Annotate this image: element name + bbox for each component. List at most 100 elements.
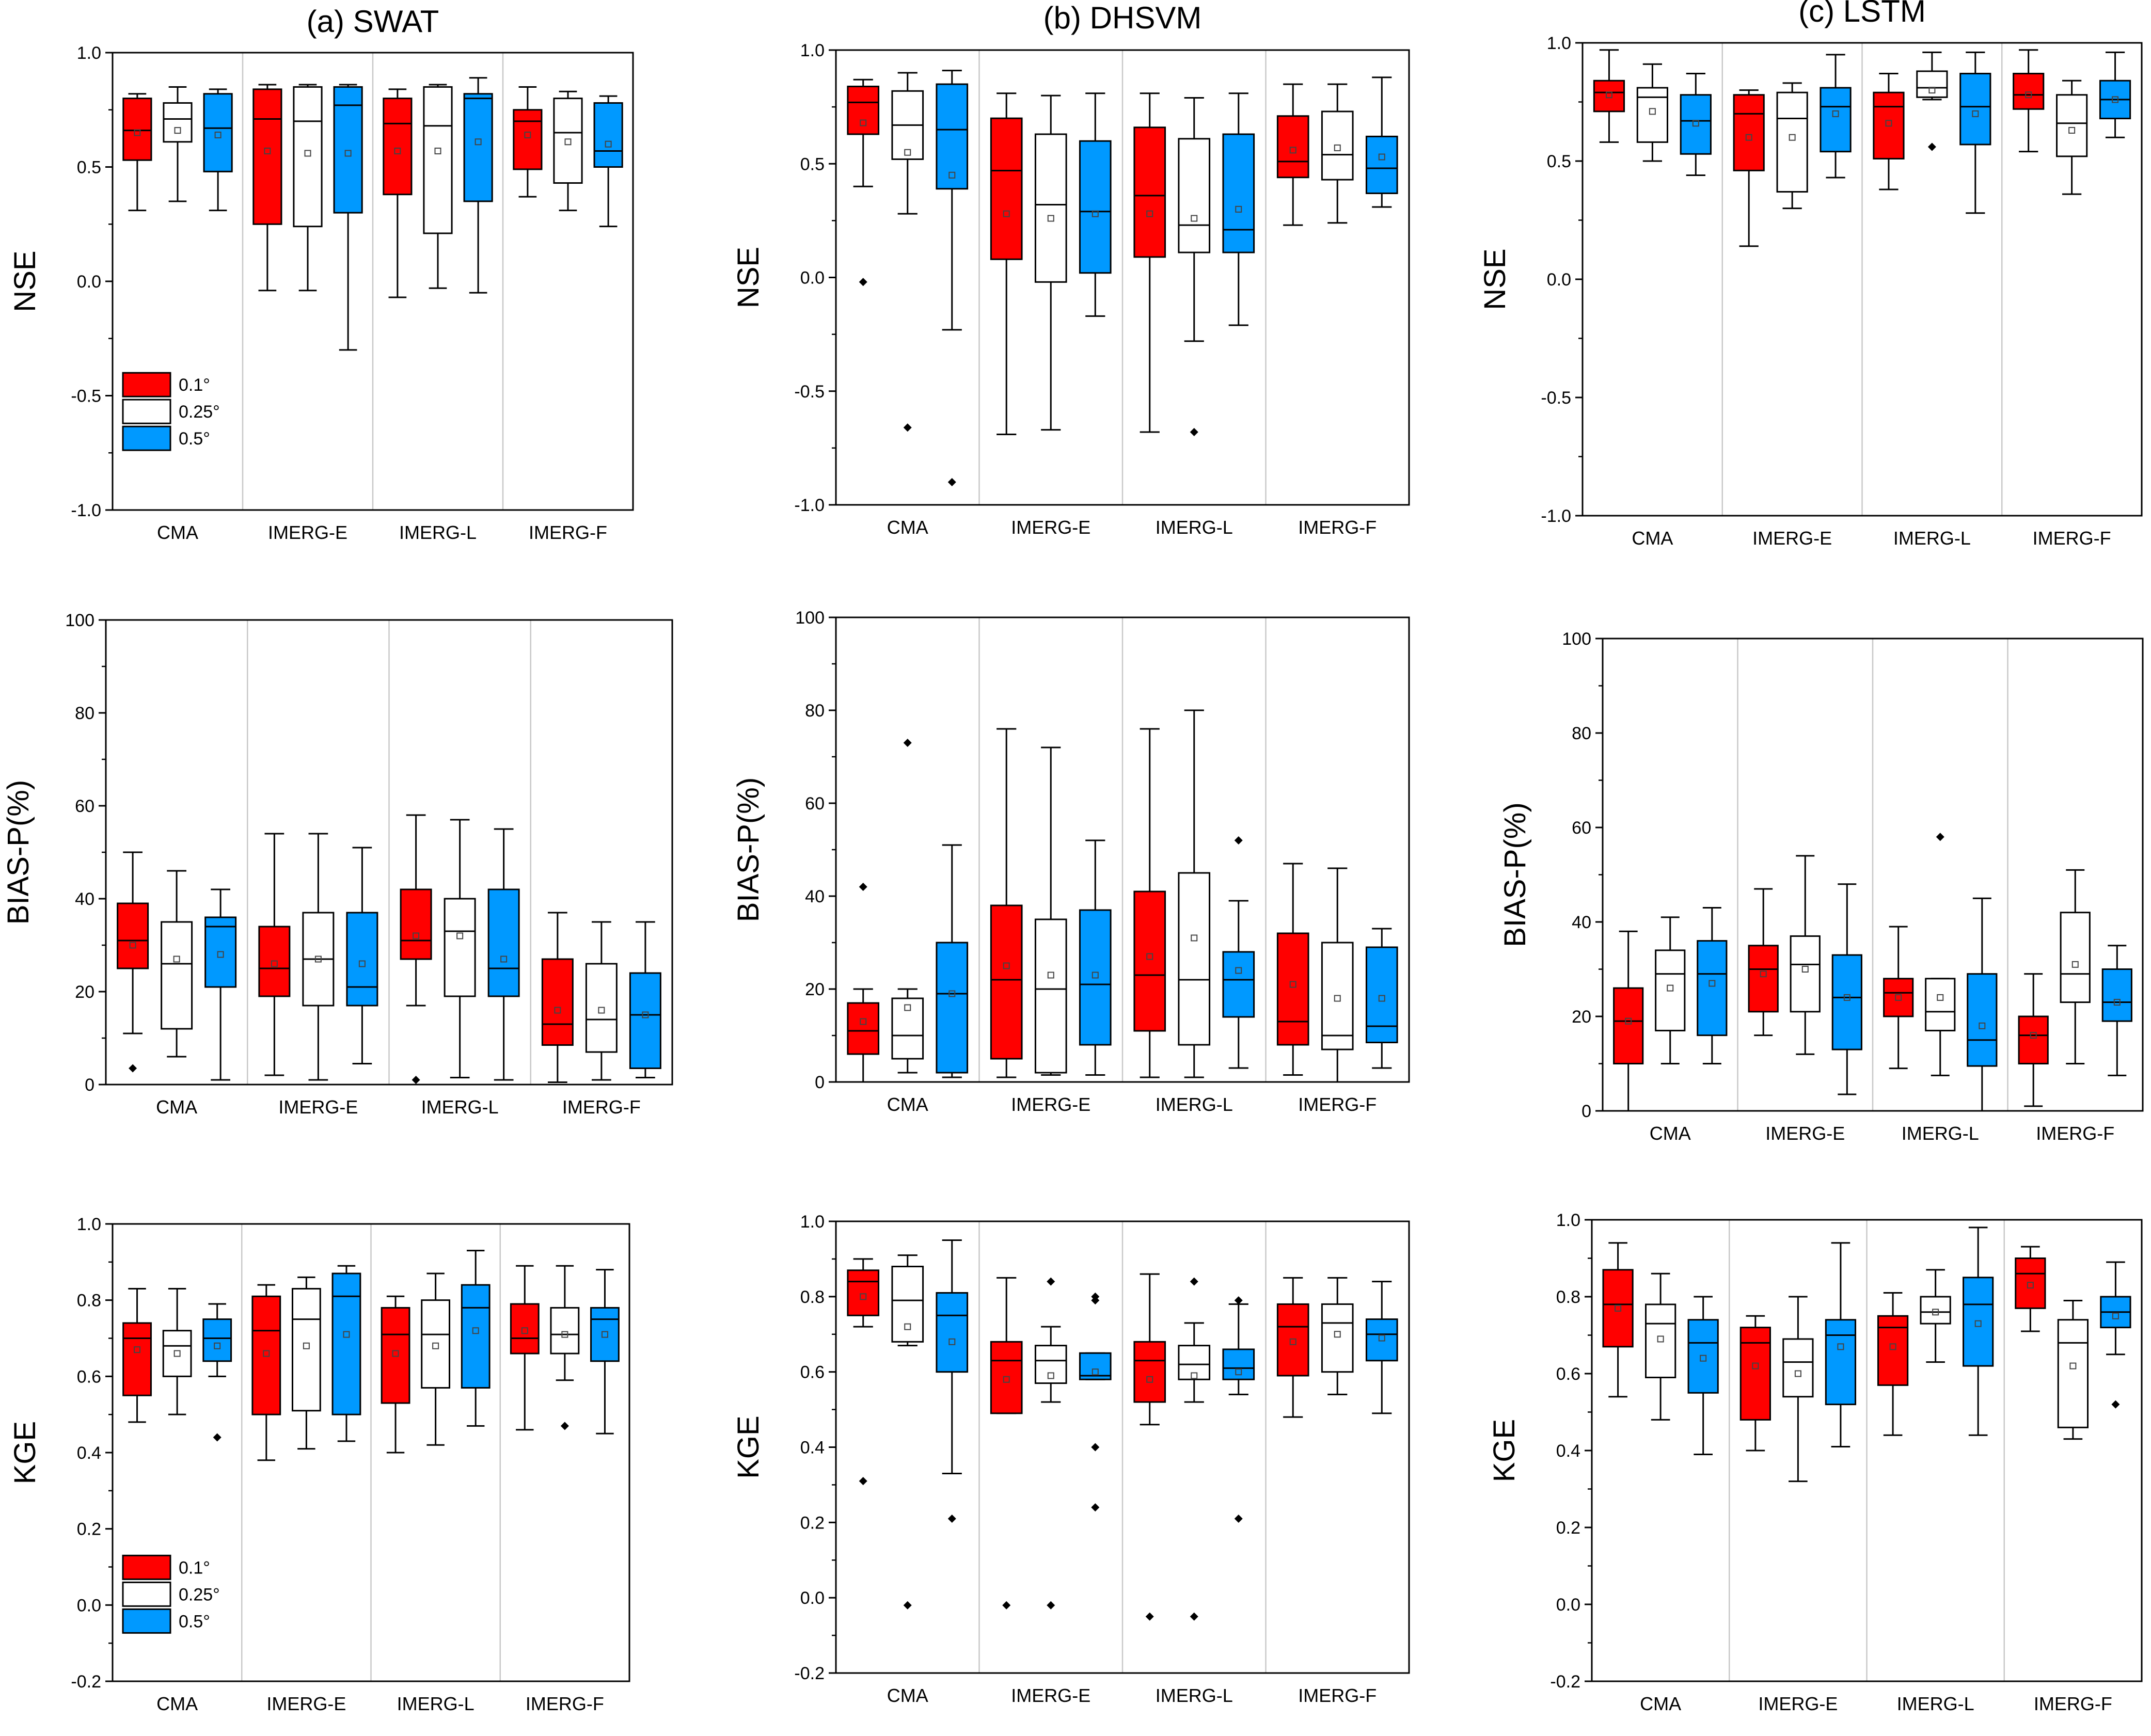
ytick-label: 0.4: [77, 1443, 101, 1463]
mean-marker: [1191, 1372, 1198, 1379]
mean-marker: [1235, 967, 1242, 974]
box-imerg-e-0.25: [293, 86, 323, 228]
outlier-point: [1091, 1503, 1100, 1512]
box-imerg-f-0.25: [553, 98, 583, 184]
outlier-point: [947, 1515, 956, 1523]
mean-marker: [1700, 1355, 1707, 1362]
ytick-label: 0.8: [800, 1287, 825, 1307]
box-imerg-l-0.25: [1178, 1345, 1211, 1380]
outlier-point: [412, 1076, 420, 1084]
ytick-label: 0.5: [1547, 152, 1571, 171]
mean-marker: [948, 990, 956, 997]
box-imerg-f-0.5: [1365, 135, 1398, 195]
x-category-label: IMERG-E: [1752, 528, 1832, 549]
legend-label: 0.5°: [179, 429, 210, 449]
mean-marker: [1146, 210, 1153, 217]
mean-marker: [1605, 91, 1612, 99]
mean-marker: [1191, 934, 1198, 942]
panel-lstm-kge: -0.2 0.0 0.2 0.4 0.6 0.8 1.0 KGE CMA IMERG-E IMERG…: [1488, 1211, 2143, 1714]
mean-marker: [1752, 1362, 1759, 1369]
legend-swatch-0.5: [122, 1608, 171, 1634]
box-cma-0.1: [1602, 1269, 1634, 1348]
mean-marker: [1092, 1368, 1099, 1376]
box-imerg-e-0.5: [331, 1272, 361, 1415]
box-cma-0.1: [122, 1322, 152, 1396]
outlier-point: [859, 883, 867, 891]
ytick-label: 0.0: [800, 268, 825, 288]
box-imerg-f-0.1: [541, 958, 574, 1046]
ytick-label: 100: [1562, 629, 1591, 649]
mean-marker: [521, 1327, 528, 1334]
box-imerg-e-0.1: [990, 904, 1023, 1060]
mean-marker: [1745, 134, 1752, 141]
x-category-label: IMERG-E: [268, 522, 347, 543]
mean-marker: [2025, 91, 2032, 99]
x-category-label: IMERG-F: [529, 522, 607, 543]
mean-marker: [500, 955, 508, 963]
y-axis-label: BIAS-P(%): [2, 780, 35, 925]
box-imerg-e-0.1: [990, 1341, 1023, 1414]
mean-marker: [860, 1293, 867, 1300]
y-axis-label: NSE: [1478, 248, 1512, 310]
outlier-point: [903, 739, 912, 747]
mean-marker: [1801, 966, 1809, 973]
x-category-label: CMA: [887, 1094, 928, 1115]
y-axis-label: KGE: [1488, 1419, 1521, 1483]
outlier-point: [1047, 1601, 1055, 1610]
x-category-label: IMERG-L: [1902, 1123, 1979, 1144]
legend-label: 0.1°: [179, 1558, 210, 1578]
x-category-label: IMERG-E: [1011, 1685, 1090, 1706]
box-imerg-e-0.1: [990, 117, 1023, 260]
mean-marker: [904, 1323, 911, 1330]
mean-marker: [1289, 147, 1296, 154]
mean-marker: [1378, 995, 1385, 1002]
legend-label: 0.25°: [179, 1585, 220, 1604]
ytick-label: 1.0: [1556, 1211, 1580, 1230]
x-category-label: CMA: [887, 1685, 928, 1706]
ytick-label: 80: [1572, 724, 1591, 743]
box-imerg-l-0.1: [381, 1307, 410, 1404]
x-category-label: IMERG-F: [1298, 1094, 1377, 1115]
box-imerg-f-0.1: [1276, 932, 1309, 1046]
mean-marker: [1709, 980, 1716, 987]
mean-marker: [1692, 120, 1699, 127]
mean-marker: [1146, 953, 1153, 960]
x-category-label: IMERG-F: [2034, 1693, 2112, 1714]
box-cma-0.1: [1613, 987, 1644, 1064]
mean-marker: [1885, 120, 1892, 127]
mean-marker: [1889, 1343, 1896, 1350]
panel-dhsvm-bias-p: 0 20 40 60 80 100 BIAS-P(%) CMA IMERG-E IMERG-L IM…: [732, 608, 1410, 1115]
box-imerg-f-0.1: [1276, 1303, 1309, 1377]
mean-marker: [129, 942, 136, 949]
mean-marker: [134, 1346, 141, 1353]
box-imerg-e-0.5: [1825, 1319, 1857, 1406]
x-category-label: IMERG-L: [397, 1693, 475, 1714]
mean-marker: [1378, 1334, 1385, 1342]
box-imerg-l-0.5: [461, 1284, 491, 1389]
mean-marker: [358, 960, 366, 967]
box-cma-0.1: [847, 1269, 880, 1316]
legend-swatch-0.25: [122, 399, 171, 424]
outlier-point: [129, 1064, 137, 1073]
mean-marker: [304, 150, 311, 157]
mean-marker: [214, 1342, 221, 1349]
panel-lstm-bias-p: 0 20 40 60 80 100 BIAS-P(%) CMA IMERG-E IMERG-L IM…: [1498, 629, 2144, 1144]
mean-marker: [475, 138, 482, 146]
mean-marker: [174, 127, 181, 134]
box-imerg-f-0.25: [1321, 1303, 1354, 1373]
ytick-label: 100: [65, 611, 94, 630]
mean-marker: [456, 932, 464, 939]
box-imerg-f-0.25: [2060, 912, 2091, 1004]
ytick-label: 0.6: [1556, 1364, 1580, 1384]
box-imerg-e-0.5: [1831, 954, 1862, 1050]
mean-marker: [1378, 153, 1385, 161]
box-imerg-f-0.5: [2101, 968, 2132, 1022]
box-cma-0.1: [1593, 79, 1625, 113]
ytick-label: 0.0: [77, 1596, 101, 1615]
mean-marker: [1289, 981, 1296, 988]
panel-title-0: (a) SWAT: [307, 4, 439, 39]
mean-marker: [1979, 1022, 1986, 1029]
x-category-label: IMERG-F: [562, 1096, 641, 1118]
panel-swat-nse: -1.0 -0.5 0.0 0.5 1.0 NSE CMA IMERG-E IMERG-L IME…: [8, 43, 634, 543]
outlier-point: [1234, 1515, 1243, 1523]
